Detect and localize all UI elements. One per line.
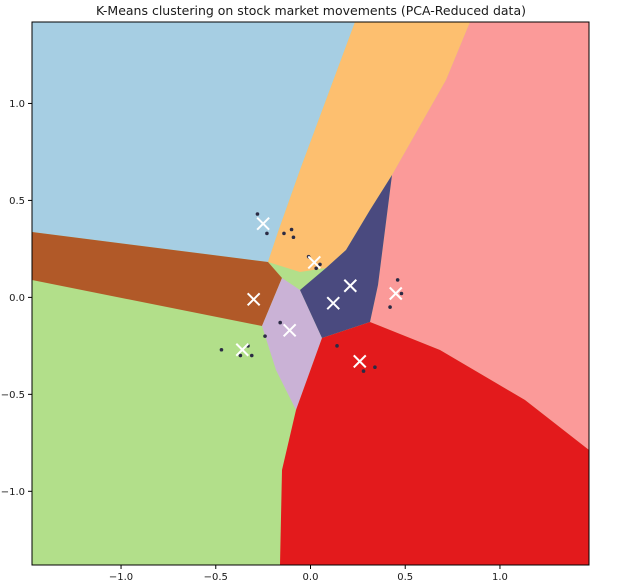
x-tick-label-3: 0.5: [397, 572, 413, 583]
y-tick-label-4: 1.0: [9, 99, 25, 110]
data-point-9: [399, 291, 404, 296]
x-tick-label-2: 0.0: [303, 572, 319, 583]
plot-area: [31, 21, 590, 566]
data-point-16: [249, 353, 254, 358]
data-point-10: [388, 305, 392, 309]
region-navy: [300, 175, 392, 338]
data-point-2: [282, 231, 286, 236]
region-light-blue: [32, 22, 355, 262]
y-tick-label-3: 0.5: [9, 196, 25, 207]
x-tick-label-0: −1.0: [109, 572, 133, 583]
y-tick-label-0: −1.0: [1, 487, 25, 498]
data-point-17: [335, 344, 339, 348]
y-axis: −1.0 −0.5 0.0 0.5 1.0: [1, 99, 32, 498]
data-point-14: [219, 347, 224, 352]
x-axis: −1.0 −0.5 0.0 0.5 1.0: [109, 565, 508, 583]
y-tick-label-1: −0.5: [1, 390, 25, 401]
x-tick-label-1: −0.5: [204, 572, 228, 583]
data-point-1: [265, 231, 269, 236]
x-tick-label-4: 1.0: [492, 572, 508, 583]
region-orange: [268, 22, 470, 272]
centroid-marker-4: [235, 343, 250, 357]
data-point-0: [255, 212, 260, 216]
region-pink: [370, 22, 589, 450]
centroid-marker-6: [353, 354, 367, 369]
centroid-marker-5: [282, 323, 297, 338]
region-lavender: [262, 278, 322, 410]
centroid-marker-1: [307, 255, 321, 270]
centroid-marker-8: [343, 279, 357, 293]
data-point-18: [361, 369, 366, 373]
data-point-4: [291, 235, 296, 240]
data-points: [219, 212, 404, 373]
region-brown: [32, 232, 282, 326]
data-point-6: [318, 262, 322, 267]
data-point-7: [314, 266, 318, 271]
data-point-12: [263, 334, 267, 338]
centroids: [235, 216, 403, 369]
centroid-marker-3: [246, 292, 261, 307]
chart-title: K-Means clustering on stock market movem…: [96, 3, 526, 18]
data-point-19: [373, 365, 377, 369]
y-tick-label-2: 0.0: [9, 293, 25, 304]
centroid-marker-2: [389, 286, 403, 301]
data-point-15: [238, 353, 243, 358]
data-point-3: [289, 227, 294, 232]
data-point-8: [395, 278, 400, 282]
centroid-marker-7: [326, 296, 340, 310]
region-red: [280, 322, 589, 565]
centroid-marker-0: [256, 216, 270, 231]
data-point-11: [278, 320, 282, 325]
